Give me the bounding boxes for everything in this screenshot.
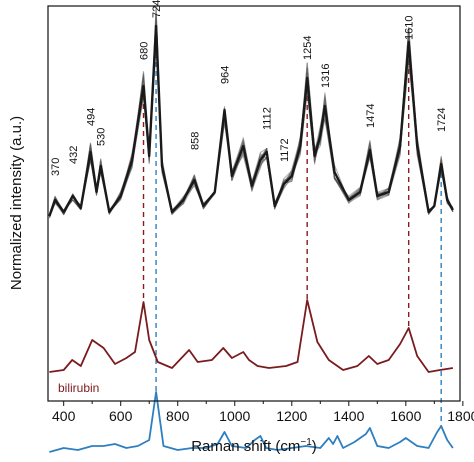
y-axis-title: Normalized intensity (a.u.) bbox=[8, 116, 25, 290]
sample-mean-line bbox=[48, 24, 454, 217]
peak-label: 1112 bbox=[262, 107, 274, 130]
peak-label: 432 bbox=[68, 146, 80, 164]
x-tick-label: 1800 bbox=[447, 408, 474, 424]
peak-label: 1172 bbox=[279, 138, 291, 162]
peak-label: 370 bbox=[50, 158, 62, 176]
peak-label: 1254 bbox=[302, 36, 314, 60]
peak-label: 1724 bbox=[436, 108, 448, 132]
plot-lines bbox=[142, 26, 442, 426]
sample-replicate-line bbox=[48, 46, 454, 219]
x-tick-label: 400 bbox=[52, 408, 76, 424]
peak-label: 1610 bbox=[404, 16, 416, 40]
x-axis-title: Raman shift (cm−1) bbox=[191, 437, 317, 455]
peak-label: 724 bbox=[151, 0, 163, 18]
plot-frame bbox=[47, 5, 461, 402]
peak-label: 858 bbox=[189, 132, 201, 150]
peak-label: 680 bbox=[139, 42, 151, 60]
peak-label: 1474 bbox=[365, 104, 377, 128]
x-tick-label: 1000 bbox=[219, 408, 250, 424]
series-line-bilirubin bbox=[49, 299, 454, 373]
x-tick-label: 1400 bbox=[333, 408, 364, 424]
x-tick-label: 800 bbox=[166, 408, 190, 424]
reference-label: bilirubin bbox=[58, 381, 99, 395]
x-tick-label: 1600 bbox=[390, 408, 421, 424]
sample-replicate-line bbox=[48, 40, 454, 217]
series-line-hypoxanthine bbox=[49, 391, 454, 453]
plot-peak-labels: 370 432 494 530 680 724 858 964 1112 1172 1254 1316… bbox=[50, 0, 448, 176]
x-tick-label: 1200 bbox=[276, 408, 307, 424]
peak-label: 1316 bbox=[320, 64, 332, 88]
x-axis: 400 600 800 1000 1200 1400 1600 1800 bbox=[52, 401, 474, 424]
sample-replicate-line bbox=[48, 46, 454, 217]
peak-label: 964 bbox=[219, 66, 231, 84]
plot-series bbox=[48, 7, 454, 453]
x-tick-label: 600 bbox=[109, 408, 133, 424]
peak-label: 494 bbox=[85, 108, 97, 126]
peak-label: 530 bbox=[96, 128, 108, 146]
